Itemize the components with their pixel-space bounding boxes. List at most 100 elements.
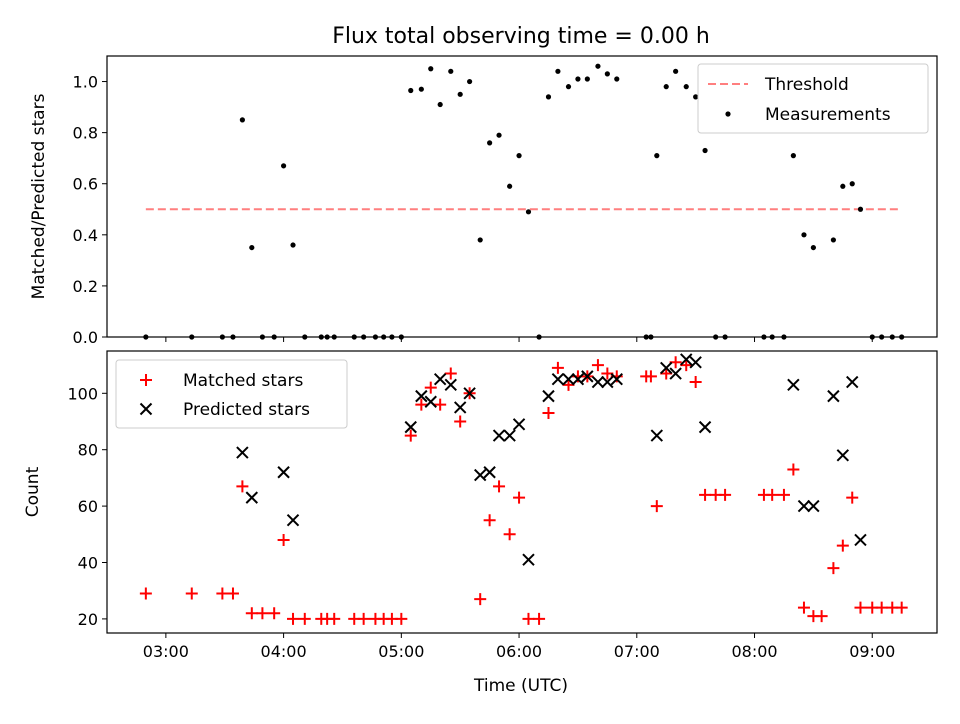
matched-star-point	[454, 415, 467, 428]
matched-star-point	[562, 378, 575, 391]
predicted-star-point	[836, 449, 850, 462]
y-tick-label: 0.8	[73, 124, 98, 143]
legend-matched-swatch	[140, 374, 152, 386]
measurement-point	[351, 334, 357, 340]
predicted-star-point	[581, 370, 594, 383]
matched-star-point	[216, 587, 229, 600]
measurement-point	[318, 334, 324, 340]
predicted-star-point	[827, 389, 840, 403]
axes-frame	[106, 55, 938, 338]
measurement-point	[290, 242, 296, 248]
measurement-point	[673, 68, 679, 74]
predicted-star-point	[787, 378, 800, 392]
y-tick-label: 20	[78, 610, 98, 629]
measurement-point	[239, 117, 245, 123]
legend-measurements-label: Measurements	[765, 105, 891, 125]
measurement-point	[889, 334, 895, 340]
predicted-star-point	[854, 533, 867, 547]
measurement-point	[643, 334, 649, 340]
measurement-point	[648, 334, 654, 340]
legend-box	[697, 63, 929, 134]
legend: Matched stars Predicted stars	[115, 359, 348, 429]
measurement-point	[604, 71, 610, 77]
measurement-point	[565, 84, 572, 90]
predicted-star-point	[542, 389, 555, 403]
predicted-star-point	[512, 418, 526, 431]
chart-title: Flux total observing time = 0.00 h	[332, 24, 710, 49]
x-tick-label: 08:00	[731, 642, 777, 661]
measurement-point	[614, 76, 620, 82]
predicted-star-point	[492, 429, 506, 442]
matched-star-point	[542, 407, 555, 420]
measurement-point	[324, 334, 330, 340]
predicted-star-point	[660, 361, 673, 375]
measurement-point	[869, 334, 875, 340]
measurement-point	[408, 87, 414, 94]
data-layer	[139, 353, 908, 625]
matched-star-point	[777, 488, 790, 501]
measurement-point	[781, 334, 787, 340]
predicted-star-point	[562, 372, 575, 386]
matched-star-point	[328, 612, 341, 625]
measurement-point	[810, 244, 816, 251]
measurement-point	[507, 183, 513, 189]
matched-star-point	[415, 398, 428, 411]
matched-star-point	[601, 367, 614, 380]
matched-star-point	[689, 376, 702, 389]
measurement-point	[249, 244, 255, 251]
measurement-point	[437, 101, 443, 108]
measurement-point	[271, 334, 277, 340]
measurement-point	[457, 91, 463, 97]
matched-star-point	[827, 562, 840, 575]
predicted-star-point	[453, 401, 467, 414]
predicted-star-point	[591, 375, 605, 389]
matched-star-point	[424, 381, 437, 394]
predicted-star-point	[483, 466, 496, 479]
measurement-point	[259, 334, 266, 340]
measurement-point	[418, 86, 424, 92]
matched-star-point	[591, 359, 604, 372]
x-tick-label: 06:00	[496, 642, 542, 661]
matched-star-point	[522, 612, 535, 625]
y-tick-label: 80	[78, 441, 98, 460]
measurement-point	[545, 94, 552, 100]
measurement-point	[849, 181, 855, 187]
matched-star-point	[404, 429, 417, 442]
panel-count: 20 40 60 80 100 03:00 04:00 05:00 06:00 07:00 08:0…	[23, 350, 938, 661]
matched-star-point	[513, 491, 526, 504]
matched-star-point	[483, 514, 496, 527]
measurement-point	[398, 334, 404, 340]
matched-star-point	[815, 610, 828, 623]
y-tick-label: 1.0	[73, 73, 98, 92]
predicted-star-point	[680, 353, 693, 366]
y-tick-label: 0.2	[73, 277, 98, 296]
measurement-point	[516, 153, 522, 159]
measurement-point	[230, 334, 236, 340]
x-ticks: 03:00 04:00 05:00 06:00 07:00 08:00 09:00	[143, 633, 895, 661]
legend-matched-label: Matched stars	[183, 371, 303, 391]
measurement-point	[302, 334, 308, 340]
matched-star-point	[245, 607, 258, 620]
matched-star-point	[533, 612, 546, 625]
measurement-point	[702, 147, 708, 154]
matched-star-point	[875, 601, 888, 614]
matched-star-point	[444, 367, 457, 380]
matched-star-point	[298, 612, 311, 625]
axes-frame	[106, 350, 938, 634]
predicted-star-point	[415, 389, 428, 403]
measurement-point	[693, 94, 699, 100]
measurement-point	[761, 334, 767, 340]
matched-star-point	[357, 612, 370, 625]
predicted-star-point	[610, 372, 623, 386]
matched-star-point	[854, 601, 867, 614]
y-tick-label: 0.6	[73, 175, 98, 194]
measurement-point	[722, 334, 728, 340]
y-tick-label: 100	[67, 384, 98, 403]
predicted-star-point	[846, 375, 859, 389]
matched-star-point	[895, 601, 908, 614]
matched-star-point	[236, 480, 249, 493]
y-axis-label: Count	[23, 466, 43, 517]
measurement-point	[372, 334, 379, 340]
matched-star-point	[797, 601, 810, 614]
matched-star-point	[287, 612, 300, 625]
